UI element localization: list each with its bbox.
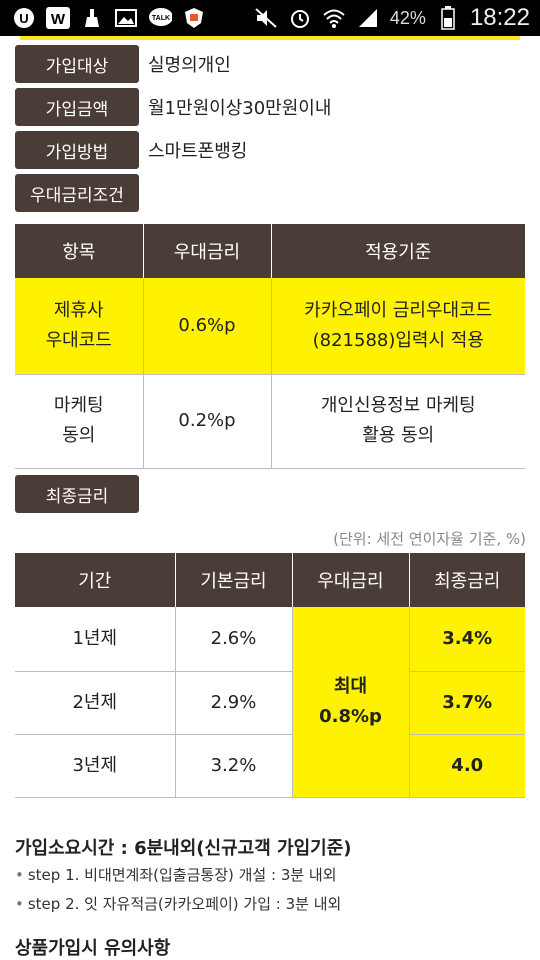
row-item-line1: 마케팅	[53, 395, 104, 416]
row-base: 2.9%	[175, 671, 293, 735]
info-label-amount: 가입금액	[15, 88, 139, 126]
bullet-icon: •	[15, 895, 24, 913]
section-label-preferential: 우대금리조건	[15, 174, 139, 212]
table-row: 마케팅 동의 0.2%p 개인신용정보 마케팅 활용 동의	[15, 374, 525, 469]
info-value-method: 스마트폰뱅킹	[148, 141, 248, 162]
step-item: • step 2. 잇 자유적금(카카오페이) 가입 : 3분 내외	[15, 893, 341, 914]
pref-line1: 최대	[333, 675, 368, 697]
table-row: 1년제 2.6% 최대 0.8%p 3.4%	[15, 607, 525, 798]
row-basis-line1: 개인신용정보 마케팅	[320, 395, 476, 416]
row-basis: 카카오페이 금리우대코드 (821588)입력시 적용	[271, 278, 525, 375]
row-period: 2년제	[15, 671, 176, 735]
row-item-line2: 우대코드	[45, 329, 112, 351]
unit-note: (단위: 세전 연이자율 기준, %)	[333, 530, 526, 548]
col-header-item: 항목	[15, 224, 144, 278]
battery-icon	[436, 6, 460, 30]
mute-icon	[254, 6, 278, 30]
table-row: 3년제 3.2% 4.0	[15, 734, 525, 798]
row-final: 3.4%	[409, 607, 525, 672]
col-header-basis: 적용기준	[271, 224, 525, 278]
table-header-row: 항목 우대금리 적용기준	[15, 224, 525, 278]
final-rate-table: 기간 기본금리 우대금리 최종금리 1년제 2.6% 최대 0.8%p 3.4%…	[15, 553, 525, 798]
info-value-target: 실명의개인	[148, 55, 231, 76]
row-item-line1: 제휴사	[53, 299, 104, 321]
pref-line2: 0.8%p	[319, 705, 382, 727]
row-final: 3.7%	[409, 671, 525, 735]
row-basis-line2: (821588)입력시 적용	[312, 329, 484, 351]
row-item: 제휴사 우대코드	[15, 278, 144, 375]
caution-title: 상품가입시 유의사항	[15, 938, 171, 959]
clock: 18:22	[469, 4, 530, 31]
info-label-method: 가입방법	[15, 131, 139, 169]
col-header-period: 기간	[15, 553, 176, 607]
row-base: 2.6%	[175, 607, 293, 672]
row-final: 4.0	[409, 734, 525, 798]
svg-text:TALK: TALK	[152, 15, 170, 22]
signal-icon	[356, 6, 380, 30]
shield-app-icon	[182, 6, 206, 30]
row-rate: 0.6%p	[143, 278, 272, 375]
step-item: • step 1. 비대면계좌(입출금통장) 개설 : 3분 내외	[15, 864, 337, 885]
col-header-rate: 우대금리	[143, 224, 272, 278]
svg-text:U: U	[19, 11, 28, 26]
col-header-base: 기본금리	[175, 553, 293, 607]
status-bar: U W TALK 42%	[0, 0, 540, 36]
row-item-line2: 동의	[62, 425, 96, 446]
row-basis: 개인신용정보 마케팅 활용 동의	[271, 374, 525, 469]
step-text: step 1. 비대면계좌(입출금통장) 개설 : 3분 내외	[27, 866, 337, 884]
battery-percent: 42%	[389, 7, 426, 28]
row-period: 3년제	[15, 734, 176, 798]
kakaotalk-icon: TALK	[148, 6, 172, 30]
row-basis-line2: 활용 동의	[362, 425, 435, 446]
alarm-icon	[288, 6, 312, 30]
info-value-amount: 월1만원이상30만원이내	[148, 98, 332, 119]
pref-rate-merged: 최대 0.8%p	[292, 607, 410, 798]
w-app-icon: W	[46, 6, 70, 30]
duration-title: 가입소요시간 : 6분내외(신규고객 가입기준)	[15, 838, 352, 859]
cleaner-icon	[80, 6, 104, 30]
col-header-final: 최종금리	[409, 553, 525, 607]
preferential-rate-table: 항목 우대금리 적용기준 제휴사 우대코드 0.6%p 카카오페이 금리우대코드…	[15, 224, 525, 469]
row-basis-line1: 카카오페이 금리우대코드	[304, 299, 493, 321]
row-base: 3.2%	[175, 734, 293, 798]
u-plus-icon: U	[12, 6, 36, 30]
wifi-icon	[322, 6, 346, 30]
section-label-final-rate: 최종금리	[15, 475, 139, 513]
table-header-row: 기간 기본금리 우대금리 최종금리	[15, 553, 525, 607]
accent-line	[20, 36, 520, 40]
table-row: 제휴사 우대코드 0.6%p 카카오페이 금리우대코드 (821588)입력시 …	[15, 278, 525, 375]
bullet-icon: •	[15, 866, 24, 884]
svg-text:W: W	[51, 11, 66, 28]
row-rate: 0.2%p	[143, 374, 272, 469]
step-text: step 2. 잇 자유적금(카카오페이) 가입 : 3분 내외	[27, 895, 342, 913]
info-label-target: 가입대상	[15, 45, 139, 83]
row-period: 1년제	[15, 607, 176, 672]
gallery-icon	[114, 6, 138, 30]
table-row: 2년제 2.9% 3.7%	[15, 671, 525, 735]
col-header-pref: 우대금리	[292, 553, 410, 607]
row-item: 마케팅 동의	[15, 374, 144, 469]
